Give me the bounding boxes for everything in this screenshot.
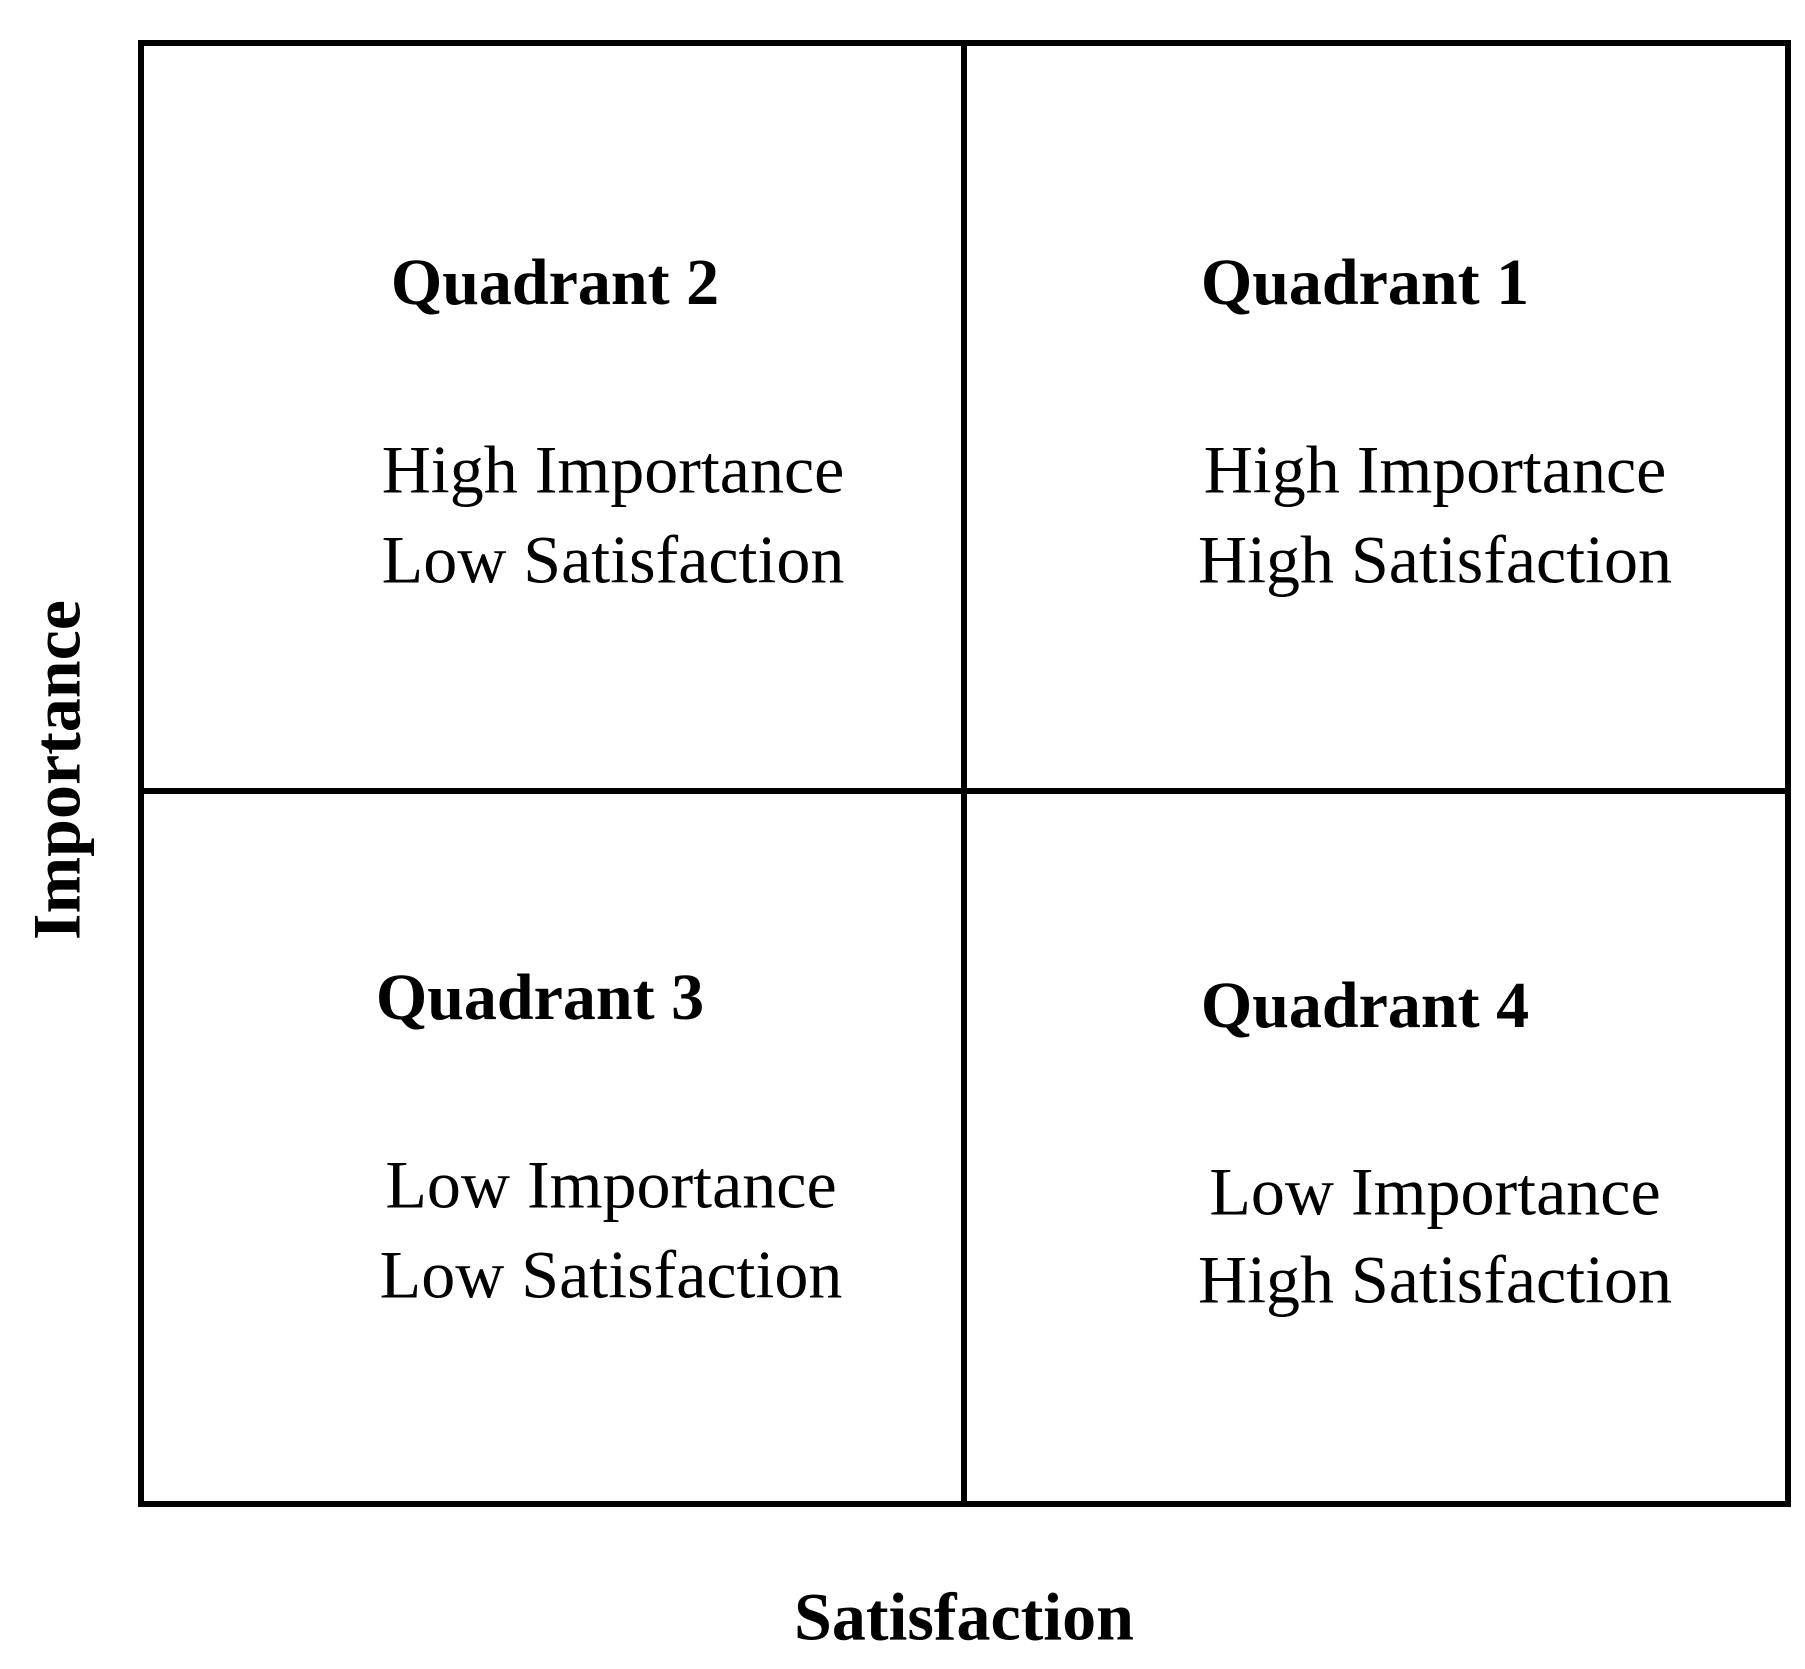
x-axis-label: Satisfaction (794, 1579, 1134, 1655)
quadrant-title: Quadrant 1 (1201, 246, 1529, 319)
quadrant-line: Low Importance (385, 1147, 836, 1223)
quadrant-title: Quadrant 4 (1201, 969, 1529, 1042)
y-axis-label: Importance (19, 600, 95, 940)
quadrant-line: High Satisfaction (1198, 1242, 1672, 1318)
quadrant-line: Low Satisfaction (382, 522, 845, 598)
quadrant-line: High Importance (1204, 432, 1667, 508)
quadrant-line: Low Importance (1209, 1154, 1660, 1230)
quadrant-line: High Satisfaction (1198, 522, 1672, 598)
quadrant-title: Quadrant 3 (376, 961, 704, 1034)
quadrant-line: Low Satisfaction (380, 1237, 843, 1313)
quadrant-title: Quadrant 2 (391, 246, 719, 319)
quadrant-line: High Importance (382, 432, 845, 508)
